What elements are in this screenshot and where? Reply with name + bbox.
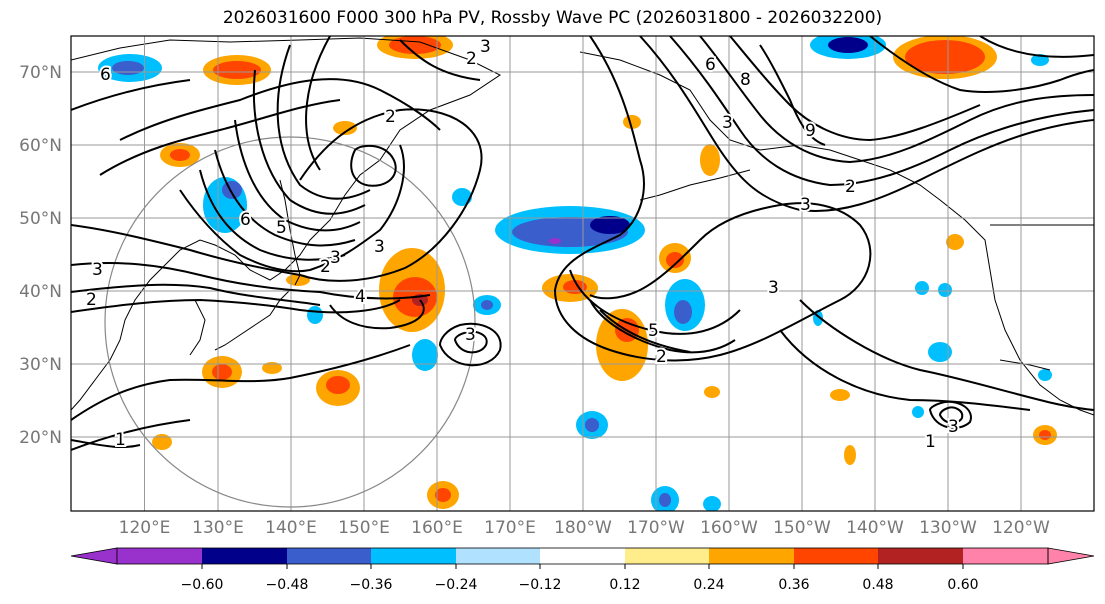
contour-label: 2 [385,107,396,127]
colorbar-tick-label: −0.48 [266,577,309,593]
contour-label: 3 [480,37,491,57]
lon-label: 130°E [192,518,244,538]
contour-label: 3 [768,278,779,298]
lon-label: 120°E [119,518,171,538]
contour-label: 2 [656,347,667,367]
colorbar-segment [625,548,709,564]
colorbar: −0.60 −0.48 −0.36 −0.24 −0.12 0.12 0.24 … [70,547,1095,593]
colorbar-tick-label: 0.12 [609,577,640,593]
contour-label: 6 [240,210,251,230]
contour-label: 2 [320,257,331,277]
contour-label: 5 [276,218,287,238]
contour-label: 2 [845,177,856,197]
contour-label: 2 [466,49,477,69]
lat-label: 20°N [19,428,62,448]
contour-label: 3 [722,113,733,133]
longitude-labels: 120°E 130°E 140°E 150°E 160°E 170°E 180°… [119,518,1050,538]
colorbar-tick-label: −0.36 [350,577,393,593]
lon-label: 180°W [554,518,612,538]
reference-circle [104,136,476,508]
colorbar-tick-label: −0.12 [519,577,562,593]
lat-label: 30°N [19,355,62,375]
lat-label: 40°N [19,282,62,302]
contour-label: 5 [648,321,659,341]
contour-labels: 6 2 3 3 2 5 2 3 2 3 4 3 5 2 3 3 1 1 3 8 … [84,36,961,454]
map-frame [70,35,1095,512]
contour-label: 1 [115,430,126,450]
contour-label: 1 [925,432,936,452]
colorbar-segment [371,548,456,564]
colorbar-tick-label: 0.48 [862,577,893,593]
colorbar-segment [117,548,202,564]
contour-label: 3 [330,248,341,268]
contour-label: 3 [374,237,385,257]
colorbar-segment [709,548,794,564]
lon-label: 130°W [919,518,977,538]
colorbar-segment [287,548,371,564]
lon-label: 160°E [411,518,463,538]
contour-label: 3 [92,260,103,280]
contour-label: 3 [948,417,959,437]
lon-label: 170°W [627,518,685,538]
colorbar-tick-label: 0.36 [778,577,809,593]
colorbar-segment [963,548,1048,564]
contour-label: 9 [805,121,816,141]
lon-label: 170°E [484,518,536,538]
colorbar-tick-label: 0.24 [693,577,724,593]
lat-label: 70°N [19,63,62,83]
contour-label: 4 [355,287,366,307]
lon-label: 120°W [992,518,1050,538]
colorbar-segment [878,548,963,564]
colorbar-tick-label: −0.60 [181,577,224,593]
contour-label: 6 [100,65,111,85]
lat-label: 50°N [19,209,62,229]
latitude-labels: 70°N 60°N 50°N 40°N 30°N 20°N [19,63,62,448]
colorbar-tick-label: −0.24 [435,577,478,593]
lat-label: 60°N [19,136,62,156]
colorbar-segment [540,548,625,564]
colorbar-tick-label: 0.60 [947,577,978,593]
pv-contours [71,36,1094,451]
lon-label: 150°E [338,518,390,538]
graticule [71,36,1094,511]
contour-label: 2 [86,290,97,310]
contour-label: 3 [465,325,476,345]
lon-label: 160°W [700,518,758,538]
lon-label: 140°E [265,518,317,538]
contour-label: 6 [705,55,716,75]
contour-label: 8 [740,70,751,90]
colorbar-segment [202,548,287,564]
colorbar-high-extend [1047,547,1095,565]
colorbar-segment [794,548,878,564]
contour-label: 3 [800,195,811,215]
chart-title: 2026031600 F000 300 hPa PV, Rossby Wave … [222,8,883,28]
colorbar-segment [456,548,540,564]
lon-label: 150°W [773,518,831,538]
lon-label: 140°W [846,518,904,538]
colorbar-low-extend [70,547,118,565]
